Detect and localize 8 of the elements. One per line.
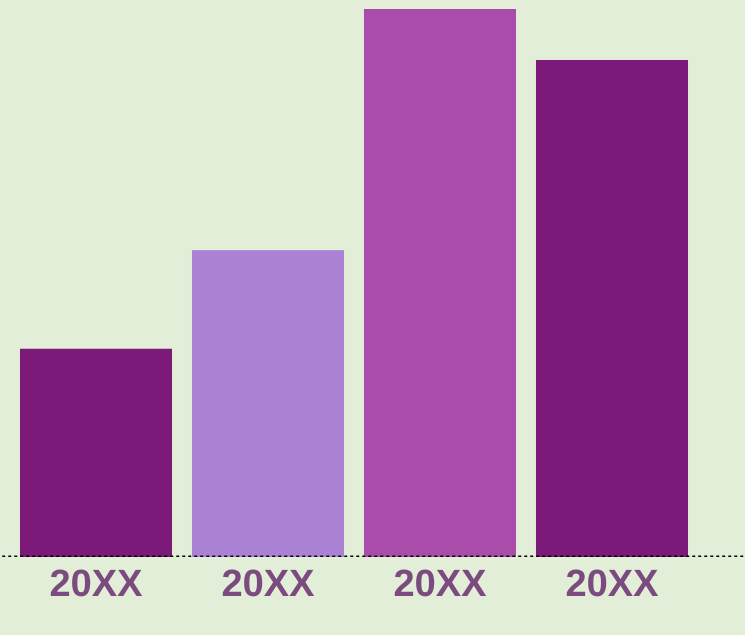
- x-tick-label: 20XX: [222, 563, 316, 605]
- x-tick-label: 20XX: [394, 563, 488, 605]
- x-tick-label: 20XX: [50, 563, 144, 605]
- bar: [192, 250, 344, 557]
- x-tick-label: 20XX: [566, 563, 660, 605]
- bar: [20, 348, 172, 557]
- bar: [364, 9, 516, 557]
- bar: [536, 60, 688, 557]
